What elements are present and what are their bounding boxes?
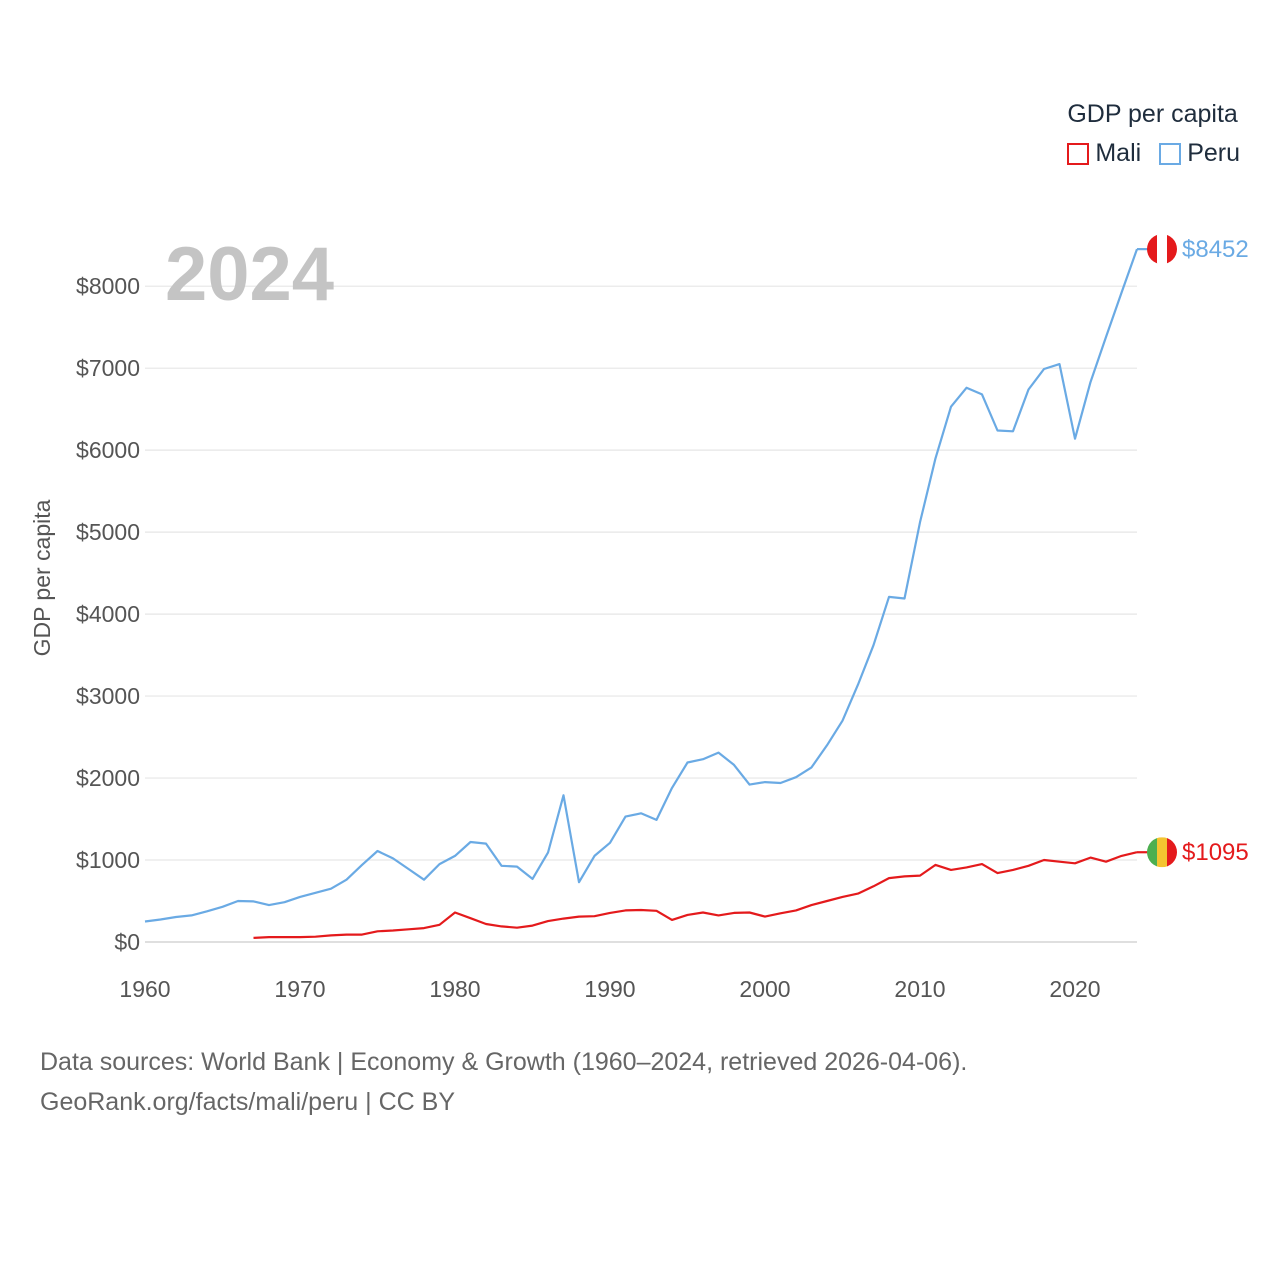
footer-link[interactable]: GeoRank.org/facts/mali/peru | CC BY [40,1088,455,1116]
x-axis-ticks: 1960 1970 1980 1990 2000 2010 2020 [119,976,1100,1002]
x-tick-label: 1960 [119,976,170,1002]
mali-flag-stripe [1147,837,1158,868]
y-tick-label: $2000 [76,765,140,791]
x-tick-label: 1990 [584,976,635,1002]
y-tick-label: $5000 [76,519,140,545]
end-markers: $1095 $8452 [1137,234,1249,868]
legend-items: Mali Peru [1067,139,1240,168]
peru-flag-stripe [1167,234,1177,265]
y-tick-label: $0 [114,929,140,955]
legend: GDP per capita Mali Peru [1067,100,1240,168]
legend-item-peru[interactable]: Peru [1159,139,1240,168]
y-axis-ticks: $0 $1000 $2000 $3000 $4000 $5000 $6000 $7000 $80… [76,273,140,955]
x-tick-label: 2000 [739,976,790,1002]
y-tick-label: $1000 [76,847,140,873]
mali-flag-stripe [1157,837,1168,868]
footer: Data sources: World Bank | Economy & Gro… [40,1042,967,1122]
y-tick-label: $8000 [76,273,140,299]
y-tick-label: $4000 [76,601,140,627]
peru-flag-stripe [1157,234,1168,265]
series-line-peru [144,248,1139,923]
x-tick-label: 1980 [429,976,480,1002]
end-label-peru: $8452 [1182,236,1249,263]
y-axis-title: GDP per capita [29,499,55,656]
y-tick-label: $3000 [76,683,140,709]
x-tick-label: 1970 [274,976,325,1002]
peru-flag-stripe [1147,234,1158,265]
legend-item-mali[interactable]: Mali [1067,139,1141,168]
legend-title: GDP per capita [1067,100,1238,128]
footer-sources: Data sources: World Bank | Economy & Gro… [40,1048,968,1076]
y-tick-label: $7000 [76,355,140,381]
mali-flag-stripe [1167,837,1177,868]
gridlines [145,285,1137,943]
legend-swatch-peru [1159,142,1182,165]
series-lines [144,248,1139,939]
legend-label-peru: Peru [1187,139,1240,167]
x-tick-label: 2010 [894,976,945,1002]
legend-swatch-mali [1067,142,1090,165]
end-label-mali: $1095 [1182,839,1249,866]
year-watermark: 2024 [165,232,334,317]
y-tick-label: $6000 [76,437,140,463]
series-line-mali [253,851,1138,939]
x-tick-label: 2020 [1049,976,1100,1002]
mali-flag-icon [1147,837,1177,868]
legend-label-mali: Mali [1095,139,1142,167]
peru-flag-icon [1147,234,1177,265]
